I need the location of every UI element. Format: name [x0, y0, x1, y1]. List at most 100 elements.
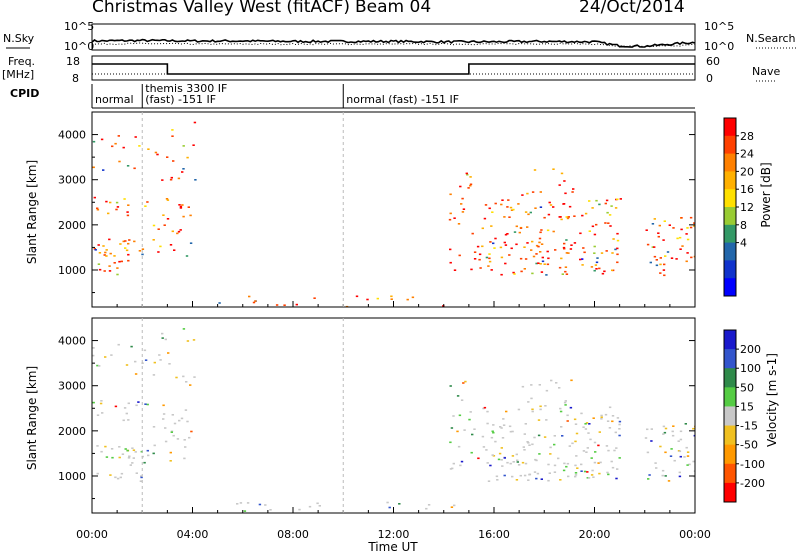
velocity-echo-cell	[590, 474, 594, 476]
velocity-echo-cell	[456, 395, 460, 397]
velocity-echo-cell	[679, 438, 683, 441]
power-echo-cell	[598, 267, 601, 270]
power-echo-cell	[171, 135, 174, 137]
power-echo-cell	[127, 242, 130, 245]
power-echo-cell	[189, 242, 193, 244]
velocity-echo-cell	[563, 462, 566, 465]
velocity-echo-cell	[96, 445, 99, 447]
power-echo-cell	[616, 239, 620, 242]
power-echo-cell	[490, 225, 493, 227]
velocity-echo-cell	[574, 475, 577, 478]
velocity-echo-cell	[679, 430, 683, 433]
velocity-echo-cell	[530, 397, 533, 400]
power-echo-cell	[552, 206, 555, 208]
velocity-ytick-label-3: 4000	[58, 335, 86, 348]
velocity-echo-cell	[482, 407, 485, 410]
power-echo-cell	[488, 257, 491, 260]
power-echo-cell	[676, 237, 679, 240]
power-echo-cell	[473, 258, 477, 260]
velocity-echo-cell	[269, 509, 272, 511]
velocity-echo-cell	[589, 438, 592, 441]
velocity-echo-cell	[124, 448, 127, 450]
power-echo-cell	[607, 222, 610, 224]
power-echo-cell	[659, 257, 662, 259]
power-ytick-label-3: 4000	[58, 129, 86, 142]
power-echo-cell	[558, 184, 561, 186]
velocity-echo-cell	[673, 459, 676, 462]
power-echo-cell	[345, 305, 349, 307]
power-echo-cell	[564, 270, 567, 273]
velocity-echo-cell	[545, 389, 549, 392]
velocity-echo-cell	[545, 419, 548, 421]
velocity-echo-cell	[511, 455, 515, 457]
velocity-echo-cell	[611, 415, 615, 417]
velocity-echo-cell	[386, 501, 389, 504]
velocity-echo-cell	[521, 461, 525, 464]
power-echo-cell	[488, 207, 491, 210]
velocity-echo-cell	[693, 434, 695, 437]
power-echo-cell	[653, 255, 657, 258]
velocity-echo-cell	[168, 363, 171, 365]
power-echo-cell	[459, 185, 462, 188]
power-echo-cell	[163, 224, 166, 226]
velocity-echo-cell	[502, 424, 506, 426]
velocity-echo-cell	[176, 438, 180, 440]
power-echo-cell	[693, 225, 695, 227]
velocity-echo-cell	[308, 505, 312, 508]
power-echo-cell	[506, 206, 509, 208]
power-echo-cell	[563, 242, 566, 245]
power-echo-cell	[547, 213, 551, 216]
velocity-echo-cell	[615, 447, 618, 449]
velocity-echo-cell	[298, 508, 301, 511]
velocity-echo-cell	[544, 405, 547, 407]
power-echo-cell	[534, 207, 537, 209]
power-echo-cell	[355, 295, 359, 298]
velocity-echo-cell	[524, 423, 527, 425]
power-echo-cell	[406, 298, 409, 301]
velocity-echo-cell	[153, 444, 156, 447]
power-echo-cell	[526, 192, 529, 195]
velocity-ylabel: Slant Range [km]	[25, 366, 39, 470]
power-echo-cell	[571, 191, 574, 193]
velocity-echo-cell	[566, 414, 569, 417]
velocity-echo-cell	[606, 420, 610, 422]
power-colorbar-cell-2	[724, 153, 736, 172]
power-echo-cell	[138, 250, 142, 252]
power-echo-cell	[596, 257, 599, 259]
velocity-echo-cell	[611, 466, 615, 469]
velocity-echo-cell	[562, 469, 566, 472]
velocity-echo-cell	[489, 464, 492, 467]
velocity-echo-cell	[184, 409, 188, 411]
power-echo-cell	[614, 207, 618, 209]
power-echo-cell	[565, 273, 569, 275]
velocity-echo-cell	[607, 449, 610, 452]
velocity-echo-cell	[388, 506, 391, 509]
power-echo-cell	[127, 259, 130, 262]
velocity-echo-cell	[515, 479, 519, 481]
power-echo-cell	[449, 212, 452, 215]
power-echo-cell	[390, 298, 393, 300]
freq-label: Freq.	[8, 55, 35, 68]
velocity-echo-cell	[496, 479, 499, 481]
power-echo-cell	[588, 200, 591, 202]
power-colorbar-label-1: 24	[740, 148, 754, 161]
velocity-echo-cell	[662, 425, 666, 428]
power-echo-cell	[147, 148, 150, 150]
velocity-echo-cell	[494, 440, 497, 443]
power-echo-cell	[579, 232, 582, 235]
velocity-echo-cell	[670, 448, 673, 450]
velocity-echo-cell	[661, 474, 664, 477]
velocity-echo-cell	[570, 379, 573, 382]
velocity-echo-cell	[473, 428, 476, 430]
power-echo-cell	[568, 205, 572, 208]
power-echo-cell	[182, 168, 185, 170]
power-echo-cell	[138, 145, 141, 147]
velocity-echo-cell	[99, 402, 103, 405]
plot-title: Christmas Valley West (fitACF)	[92, 0, 351, 17]
velocity-echo-cell	[130, 345, 133, 348]
power-echo-cell	[108, 238, 111, 241]
power-echo-cell	[366, 298, 369, 301]
power-echo-cell	[152, 224, 156, 227]
power-echo-cell	[113, 255, 116, 257]
